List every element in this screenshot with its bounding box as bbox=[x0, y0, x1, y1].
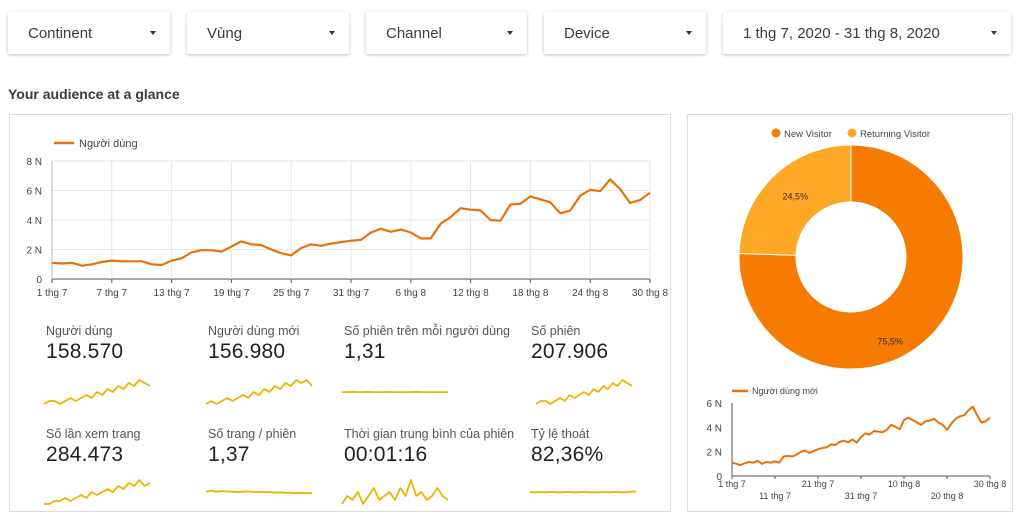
metric-label: Số phiên trên mỗi người dùng bbox=[344, 324, 510, 338]
sparkline-path bbox=[205, 489, 312, 495]
metric-pages-per-session: Số trang / phiên 1,37 bbox=[208, 427, 296, 467]
x-tick-label: 30 thg 8 bbox=[974, 479, 1007, 489]
x-tick-label: 20 thg 8 bbox=[931, 491, 964, 501]
channel-filter[interactable]: Channel bbox=[366, 12, 527, 54]
x-tick-label: 31 thg 7 bbox=[333, 288, 370, 299]
metric-label: Số phiên bbox=[531, 324, 581, 338]
metric-value: 158.570 bbox=[46, 340, 124, 363]
y-tick-label: 6 N bbox=[26, 187, 42, 198]
legend-label: Người dùng bbox=[79, 138, 138, 150]
y-tick-label: 2 N bbox=[706, 448, 722, 459]
x-tick-label: 6 thg 8 bbox=[396, 288, 427, 299]
chevron-down-icon bbox=[686, 31, 692, 35]
metric-sessions: Số phiên 207.906 bbox=[531, 324, 608, 364]
chevron-down-icon bbox=[150, 31, 156, 35]
device-filter-label: Device bbox=[564, 24, 610, 42]
series-line-users bbox=[51, 178, 651, 267]
sparkline-path bbox=[205, 379, 313, 405]
visitor-type-donut-chart: New Visitor Returning Visitor 75,5% 24,5% bbox=[738, 128, 964, 370]
sparkline-avg-session-duration bbox=[341, 479, 449, 505]
chevron-down-icon bbox=[991, 31, 997, 35]
slice-new-visitor bbox=[738, 144, 964, 370]
y-tick-label: 2 N bbox=[26, 246, 42, 257]
chevron-down-icon bbox=[329, 31, 335, 35]
y-tick-label: 0 bbox=[36, 275, 42, 286]
slice-label: 75,5% bbox=[877, 337, 903, 347]
x-tick-label: 10 thg 8 bbox=[888, 479, 921, 489]
metric-label: Tỷ lệ thoát bbox=[531, 427, 590, 441]
sparkline-users bbox=[43, 379, 151, 405]
x-tick-label: 1 thg 7 bbox=[37, 288, 68, 299]
region-filter-label: Vùng bbox=[207, 24, 243, 42]
metric-value: 82,36% bbox=[531, 443, 604, 466]
metric-label: Thời gian trung bình của phiên bbox=[344, 427, 515, 441]
slice-returning-visitor bbox=[738, 144, 852, 256]
device-filter[interactable]: Device bbox=[544, 12, 706, 54]
new-users-line-chart: Người dùng mới 0 2 N 4 N 6 N 1 thg 7 11 thg 7 2… bbox=[706, 386, 1007, 501]
metric-pageviews: Số lần xem trang 284.473 bbox=[46, 427, 141, 467]
metric-value: 156.980 bbox=[208, 340, 286, 363]
sparkline-pages-per-session bbox=[205, 489, 312, 495]
y-tick-label: 4 N bbox=[706, 423, 722, 434]
audience-overview-panel: Người dùng 0 2 N 4 N 6 N 8 N 1 thg 7 7 thg 7 13 … bbox=[9, 114, 671, 512]
y-tick-label: 8 N bbox=[26, 157, 42, 168]
sparkline-path bbox=[530, 490, 636, 494]
sparkline-bounce-rate bbox=[530, 490, 636, 494]
sparkline-path bbox=[535, 379, 633, 405]
slice-label: 24,5% bbox=[783, 192, 809, 202]
x-tick-label: 7 thg 7 bbox=[97, 288, 128, 299]
sparkline-sessions-per-user bbox=[342, 390, 448, 394]
chevron-down-icon bbox=[507, 31, 513, 35]
date-range-picker[interactable]: 1 thg 7, 2020 - 31 thg 8, 2020 bbox=[723, 12, 1011, 54]
x-tick-label: 31 thg 7 bbox=[845, 491, 878, 501]
y-tick-label: 6 N bbox=[706, 399, 722, 410]
legend-label: Returning Visitor bbox=[860, 129, 930, 140]
x-tick-label: 13 thg 7 bbox=[154, 288, 191, 299]
sparkline-new-users bbox=[205, 379, 313, 405]
legend-swatch bbox=[847, 128, 857, 138]
sparkline-path bbox=[44, 479, 151, 505]
sparkline-pageviews bbox=[44, 479, 151, 505]
metric-value: 1,31 bbox=[344, 340, 386, 363]
y-tick-label: 4 N bbox=[26, 216, 42, 227]
metric-label: Số lần xem trang bbox=[46, 427, 141, 441]
continent-filter[interactable]: Continent bbox=[8, 12, 170, 54]
legend-label: New Visitor bbox=[784, 129, 832, 140]
y-tick-label: 0 bbox=[716, 472, 722, 483]
legend-swatch bbox=[771, 128, 781, 138]
legend-label: Người dùng mới bbox=[752, 386, 818, 396]
metric-avg-session-duration: Thời gian trung bình của phiên 00:01:16 bbox=[344, 427, 514, 467]
x-tick-label: 19 thg 7 bbox=[213, 288, 250, 299]
metric-label: Số trang / phiên bbox=[208, 427, 297, 441]
channel-filter-label: Channel bbox=[386, 24, 442, 42]
x-tick-label: 30 thg 8 bbox=[632, 288, 669, 299]
metric-value: 1,37 bbox=[208, 443, 250, 466]
series-line-new-users bbox=[731, 405, 991, 466]
metric-value: 207.906 bbox=[531, 340, 609, 363]
sparkline-path bbox=[43, 379, 151, 405]
section-title: Your audience at a glance bbox=[8, 86, 180, 102]
x-tick-label: 18 thg 8 bbox=[512, 288, 549, 299]
date-range-label: 1 thg 7, 2020 - 31 thg 8, 2020 bbox=[743, 24, 940, 42]
metric-users: Người dùng 158.570 bbox=[46, 324, 123, 364]
metric-value: 00:01:16 bbox=[344, 443, 428, 466]
x-tick-label: 12 thg 8 bbox=[453, 288, 490, 299]
x-tick-label: 25 thg 7 bbox=[273, 288, 310, 299]
x-tick-label: 11 thg 7 bbox=[759, 491, 791, 501]
metric-value: 284.473 bbox=[46, 443, 124, 466]
metric-label: Người dùng mới bbox=[208, 324, 300, 338]
metric-bounce-rate: Tỷ lệ thoát 82,36% bbox=[531, 427, 603, 467]
x-tick-label: 1 thg 7 bbox=[718, 479, 746, 489]
region-filter[interactable]: Vùng bbox=[187, 12, 349, 54]
sparkline-sessions bbox=[535, 379, 633, 405]
x-tick-label: 24 thg 8 bbox=[572, 288, 609, 299]
users-line-chart: Người dùng 0 2 N 4 N 6 N 8 N 1 thg 7 7 thg 7 13 … bbox=[26, 138, 669, 299]
metric-label: Người dùng bbox=[46, 324, 113, 338]
metric-sessions-per-user: Số phiên trên mỗi người dùng 1,31 bbox=[344, 324, 510, 364]
sparkline-path bbox=[341, 479, 449, 505]
continent-filter-label: Continent bbox=[28, 24, 93, 42]
visitor-type-panel: New Visitor Returning Visitor 75,5% 24,5% N… bbox=[687, 114, 1013, 512]
metric-new-users: Người dùng mới 156.980 bbox=[208, 324, 299, 364]
x-tick-label: 21 thg 7 bbox=[802, 479, 835, 489]
